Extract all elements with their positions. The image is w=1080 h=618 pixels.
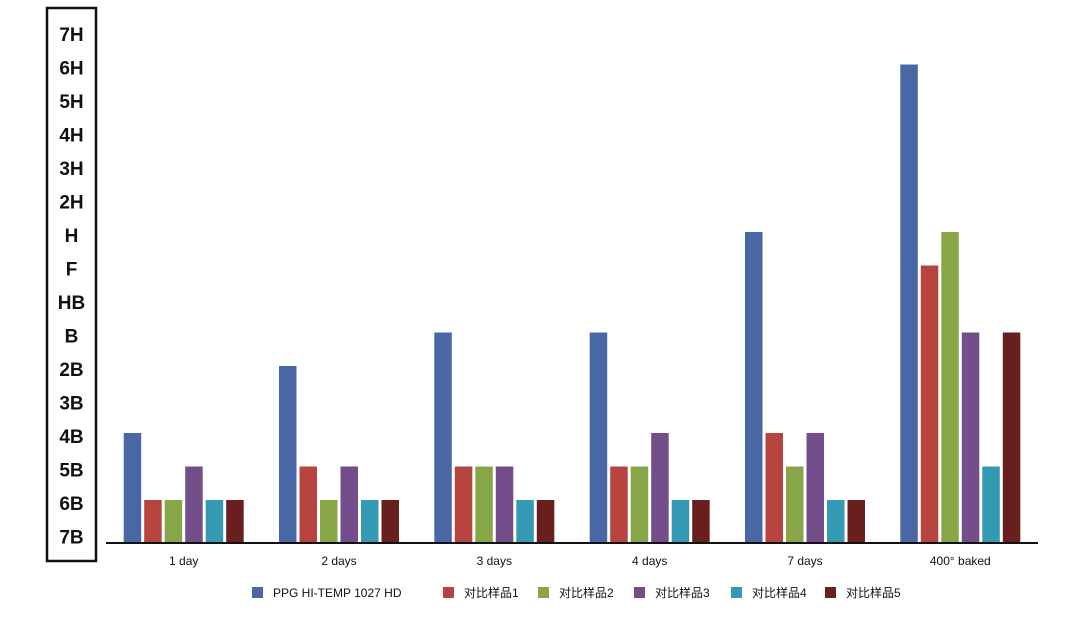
bar (381, 500, 399, 543)
bar (589, 332, 608, 543)
legend-label: PPG HI-TEMP 1027 HD (273, 586, 402, 600)
bar (434, 332, 452, 543)
x-tick-label: 2 days (321, 554, 356, 568)
y-tick-label: B (65, 327, 79, 348)
bar (671, 500, 690, 543)
legend: PPG HI-TEMP 1027 HD 对比样品1 对比样品2 对比样品3 对比样品4 对… (252, 585, 901, 600)
x-tick-label: 1 day (169, 554, 198, 568)
legend-swatch (825, 587, 836, 598)
y-tick-label: 5B (59, 461, 83, 482)
y-tick-label: 3B (59, 394, 83, 415)
legend-item: 对比样品3 (634, 585, 710, 600)
legend-swatch (443, 587, 454, 598)
y-tick-label: 4B (59, 427, 83, 448)
legend-label: 对比样品3 (655, 585, 710, 600)
bar (320, 500, 338, 543)
bars (123, 64, 1021, 543)
legend-swatch (634, 587, 645, 598)
bar (745, 232, 763, 543)
legend-swatch (538, 587, 549, 598)
legend-swatch (731, 587, 742, 598)
bar (651, 433, 669, 543)
bar (185, 466, 203, 543)
legend-label: 对比样品1 (464, 585, 519, 600)
legend-label: 对比样品4 (752, 585, 807, 600)
bar (610, 466, 628, 543)
y-axis-frame (45, 6, 98, 563)
bar (475, 466, 493, 543)
bar (982, 466, 1000, 543)
y-tick-label: 7B (59, 528, 83, 549)
bar (827, 500, 845, 543)
x-tick-label: 400° baked (930, 554, 991, 568)
bar (630, 466, 649, 543)
bar (536, 500, 555, 543)
x-tick-label: 4 days (632, 554, 667, 568)
y-tick-label: F (66, 260, 78, 281)
y-tick-label: 6H (59, 59, 83, 80)
legend-label: 对比样品2 (559, 585, 614, 600)
bar (361, 500, 379, 543)
y-tick-label: 2H (59, 193, 83, 214)
x-axis-tick-labels: 1 day 2 days 3 days 4 days 7 days 400° baked (169, 554, 991, 568)
y-tick-label: 5H (59, 92, 83, 113)
y-tick-label: 7H (59, 25, 83, 46)
bar (941, 232, 959, 543)
legend-item: 对比样品5 (825, 585, 901, 600)
y-tick-label: 2B (59, 360, 83, 381)
bar (900, 64, 918, 543)
bar (123, 433, 142, 543)
bar (205, 500, 224, 543)
y-axis-tick-labels: 7B 6B 5B 4B 3B 2B B HB FH 2H 3H 4H 5H 6H 7H (58, 25, 85, 549)
bar (920, 265, 939, 543)
bar (144, 500, 162, 543)
legend-item: 对比样品1 (443, 585, 519, 600)
bar (961, 332, 980, 543)
legend-item: 对比样品4 (731, 585, 807, 600)
bar (454, 466, 473, 543)
bar (692, 500, 710, 543)
bar (279, 366, 297, 543)
y-tick-label: HB (58, 293, 85, 314)
legend-label: 对比样品5 (846, 585, 901, 600)
bar (765, 433, 783, 543)
bar (495, 466, 514, 543)
bar (847, 500, 865, 543)
bar (164, 500, 183, 543)
bar (786, 466, 804, 543)
x-tick-label: 7 days (787, 554, 822, 568)
x-tick-label: 3 days (477, 554, 512, 568)
y-tick-label: 4H (59, 126, 83, 147)
bar (1002, 332, 1021, 543)
bar (806, 433, 824, 543)
bar (226, 500, 244, 543)
legend-swatch (252, 587, 263, 598)
legend-item: 对比样品2 (538, 585, 614, 600)
y-tick-label: H (65, 226, 79, 247)
bar (340, 466, 358, 543)
bar (516, 500, 534, 543)
y-tick-label: 6B (59, 494, 83, 515)
bar (299, 466, 317, 543)
y-tick-label: 3H (59, 159, 83, 180)
legend-item: PPG HI-TEMP 1027 HD (252, 586, 402, 600)
